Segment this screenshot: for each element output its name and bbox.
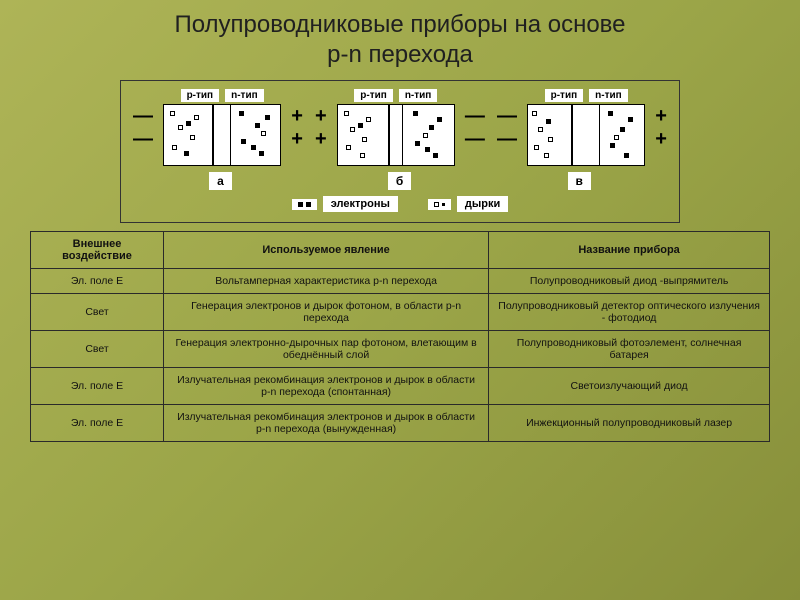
cells-row: — — р-тип n-тип [131, 89, 669, 166]
cell-a-n [231, 105, 280, 165]
table-header-row: Внешнее воздействие Используемое явление… [31, 232, 770, 269]
table-row: Эл. поле ЕВольтамперная характеристика p… [31, 269, 770, 294]
th-2: Название прибора [489, 232, 770, 269]
cell-a [163, 104, 281, 166]
electrons-label: электроны [323, 196, 398, 212]
ptype-label: р-тип [354, 89, 393, 102]
table-row: СветГенерация электронно-дырочных пар фо… [31, 331, 770, 368]
cell-b-n [403, 105, 454, 165]
table-row: Эл. поле ЕИзлучательная рекомбинация эле… [31, 368, 770, 405]
cell-a-p [164, 105, 213, 165]
table-row: Эл. поле ЕИзлучательная рекомбинация эле… [31, 405, 770, 442]
cell-v-n [600, 105, 644, 165]
title-line1: Полупроводниковые приборы на основе [174, 11, 625, 38]
cell-v [527, 104, 645, 166]
devices-table: Внешнее воздействие Используемое явление… [30, 231, 770, 442]
left-sign-a: — — [131, 106, 155, 149]
title-line2: p-n перехода [327, 41, 473, 68]
cell-a-group: р-тип n-тип [163, 89, 281, 166]
label-a: а [209, 172, 232, 190]
label-b: б [388, 172, 411, 190]
table-row: СветГенерация электронов и дырок фотоном… [31, 294, 770, 331]
page-title: Полупроводниковые приборы на основе p-n … [0, 0, 800, 74]
ptype-label: р-тип [181, 89, 220, 102]
cell-v-group: р-тип n-тип [527, 89, 645, 166]
label-v: в [568, 172, 591, 190]
th-1: Используемое явление [164, 232, 489, 269]
left-sign-v: — — [495, 106, 519, 149]
legend: электроны дырки [131, 196, 669, 212]
right-sign-b: — — [463, 106, 487, 149]
cell-v-p [528, 105, 572, 165]
ntype-label: n-тип [589, 89, 628, 102]
pn-diagram-frame: — — р-тип n-тип [120, 80, 680, 223]
cell-b [337, 104, 455, 166]
right-sign-a: + + [289, 106, 305, 149]
th-0: Внешнее воздействие [31, 232, 164, 269]
holes-label: дырки [457, 196, 508, 212]
cell-b-group: р-тип n-тип [337, 89, 455, 166]
left-sign-b: + + [313, 106, 329, 149]
legend-electrons: электроны [292, 196, 398, 212]
ntype-label: n-тип [399, 89, 438, 102]
ptype-label: р-тип [545, 89, 584, 102]
ntype-label: n-тип [225, 89, 264, 102]
cell-b-p [338, 105, 389, 165]
abc-labels: а б в [131, 172, 669, 190]
right-sign-v: + + [653, 106, 669, 149]
legend-holes: дырки [428, 196, 508, 212]
table-body: Эл. поле ЕВольтамперная характеристика p… [31, 269, 770, 442]
